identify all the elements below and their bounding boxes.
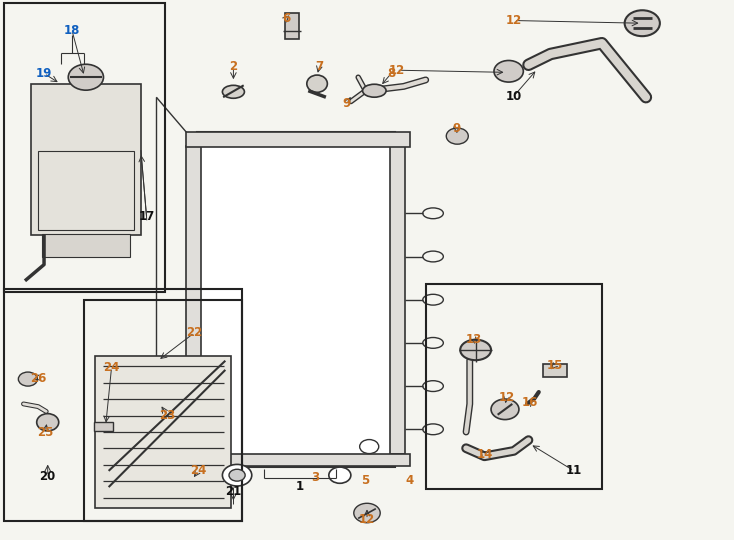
Circle shape: [229, 469, 245, 481]
Text: 20: 20: [40, 470, 56, 483]
Text: 25: 25: [37, 426, 54, 438]
Text: 24: 24: [190, 464, 206, 477]
Text: 13: 13: [465, 333, 482, 346]
Bar: [38, 151, 134, 230]
Text: 3: 3: [311, 471, 320, 484]
Circle shape: [494, 60, 523, 82]
Circle shape: [354, 503, 380, 523]
Circle shape: [360, 440, 379, 454]
Text: 15: 15: [547, 359, 563, 372]
Bar: [94, 422, 113, 431]
Text: 18: 18: [64, 24, 80, 37]
Bar: [42, 234, 130, 256]
Bar: [197, 132, 395, 467]
Text: 14: 14: [476, 448, 493, 461]
Text: 12: 12: [388, 64, 404, 77]
Circle shape: [625, 10, 660, 36]
Bar: [186, 146, 201, 454]
Bar: [31, 84, 141, 235]
Ellipse shape: [460, 340, 491, 360]
Ellipse shape: [222, 85, 244, 98]
Bar: [285, 13, 299, 39]
Text: 8: 8: [387, 67, 396, 80]
Bar: [390, 146, 405, 454]
Ellipse shape: [37, 414, 59, 431]
Bar: [4, 3, 165, 292]
Text: 11: 11: [566, 464, 582, 477]
Circle shape: [18, 372, 37, 386]
Text: 5: 5: [360, 474, 369, 487]
Text: 26: 26: [30, 372, 46, 384]
Text: 21: 21: [225, 485, 241, 498]
Text: 12: 12: [498, 391, 515, 404]
Text: 9: 9: [452, 122, 461, 135]
Text: 19: 19: [36, 67, 52, 80]
Bar: [4, 289, 242, 521]
Text: 24: 24: [103, 361, 120, 374]
Circle shape: [222, 464, 252, 486]
Text: 17: 17: [139, 210, 155, 222]
Circle shape: [329, 467, 351, 483]
Ellipse shape: [363, 84, 386, 97]
Text: 7: 7: [315, 60, 324, 73]
Bar: [186, 454, 410, 466]
Text: 12: 12: [506, 14, 522, 27]
Circle shape: [446, 128, 468, 144]
Bar: [543, 364, 567, 377]
Text: 12: 12: [359, 513, 375, 526]
Text: 23: 23: [159, 409, 175, 422]
Circle shape: [68, 64, 103, 90]
Ellipse shape: [307, 75, 327, 92]
Bar: [84, 300, 242, 521]
Text: 10: 10: [506, 90, 522, 103]
Bar: [186, 132, 410, 147]
Text: 6: 6: [282, 12, 291, 25]
Text: 16: 16: [522, 396, 538, 409]
Text: 9: 9: [342, 97, 351, 110]
Circle shape: [491, 399, 519, 420]
Bar: [426, 284, 602, 489]
Text: 2: 2: [229, 60, 238, 73]
Bar: [95, 356, 231, 508]
Text: 1: 1: [295, 480, 304, 493]
Text: 4: 4: [405, 474, 414, 487]
Text: 22: 22: [186, 326, 203, 339]
